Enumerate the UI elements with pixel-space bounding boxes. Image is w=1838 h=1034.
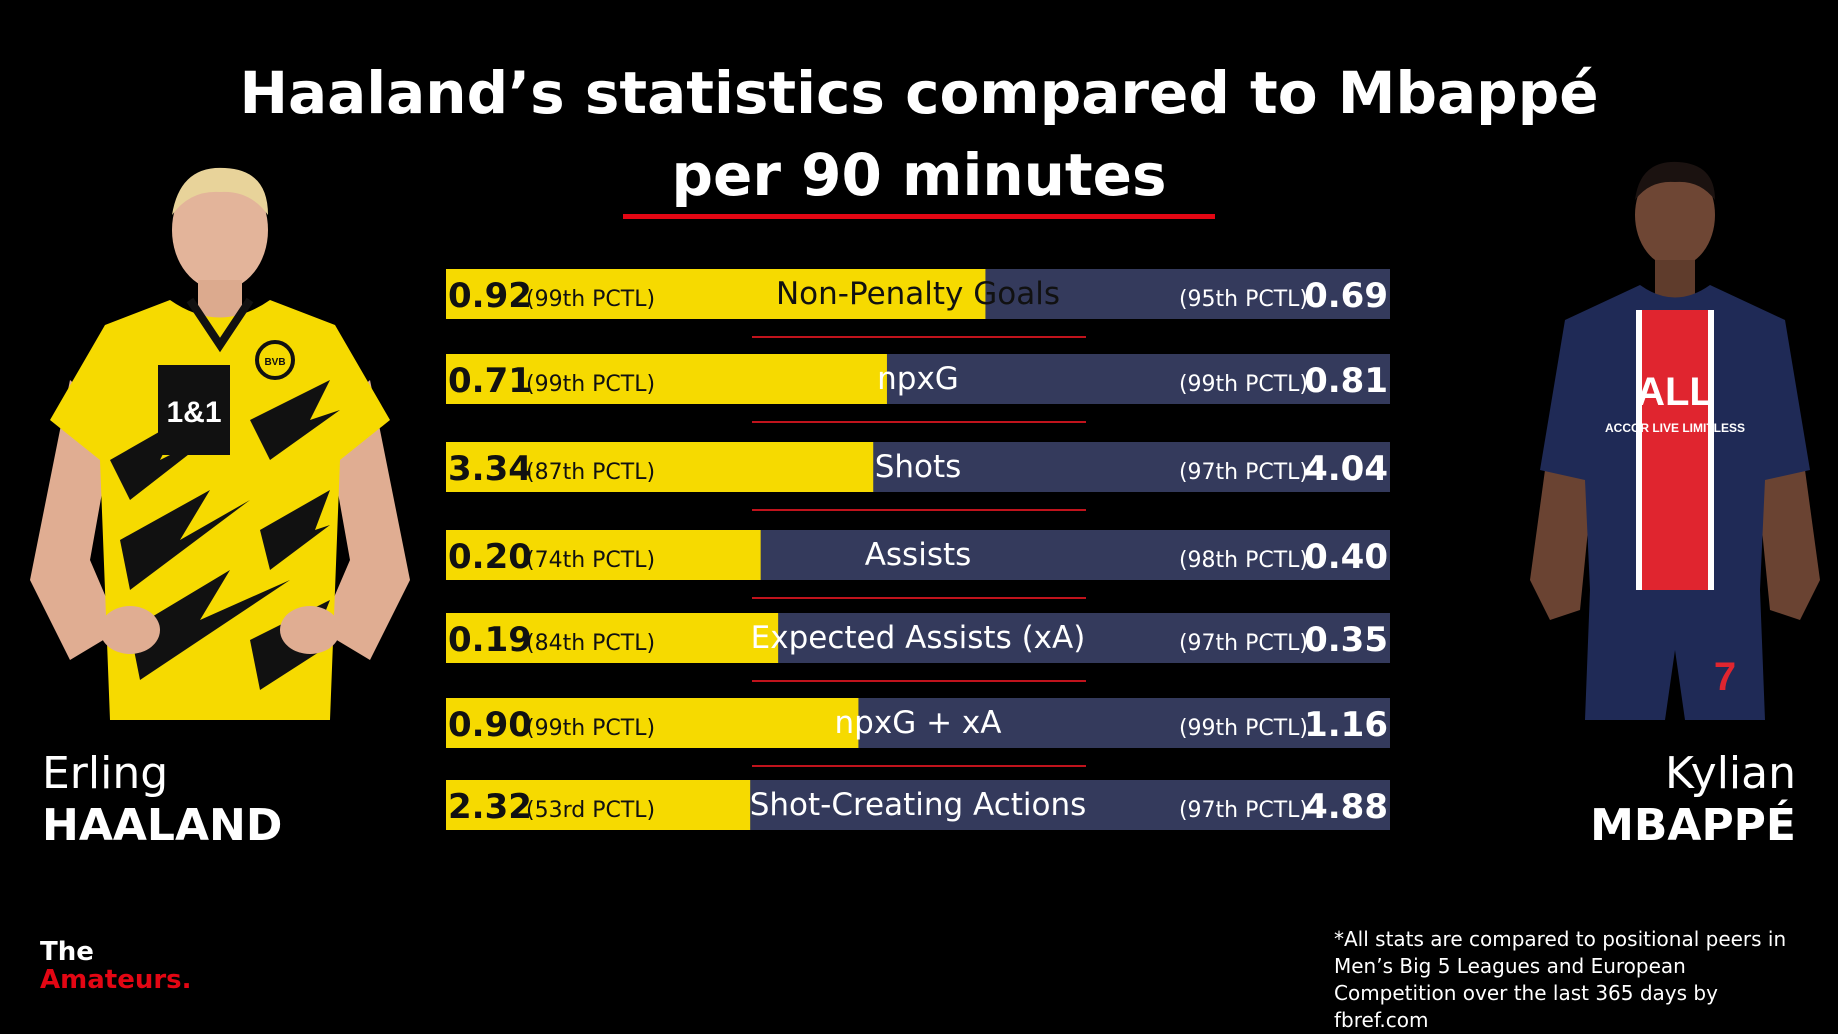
mbappe-value-label: 4.04 xyxy=(1304,449,1388,489)
chart-title: Haaland’s statistics compared to Mbappé … xyxy=(0,52,1838,216)
svg-text:1&1: 1&1 xyxy=(166,396,221,429)
logo-line-2: Amateurs. xyxy=(40,965,192,995)
mbappe-value-label: 0.35 xyxy=(1304,620,1388,660)
haaland-value-label: 0.19 xyxy=(448,620,532,660)
haaland-value-label: 3.34 xyxy=(448,449,532,489)
haaland-first-name: Erling xyxy=(42,748,169,799)
mbappe-photo: ALL ACCOR LIVE LIMITLESS 7 xyxy=(1510,160,1830,730)
mbappe-value-label: 0.81 xyxy=(1304,361,1388,401)
haaland-percentile-label: (84th PCTL) xyxy=(526,631,655,656)
haaland-percentile-label: (53rd PCTL) xyxy=(526,798,655,823)
svg-text:7: 7 xyxy=(1714,655,1736,699)
svg-text:ACCOR LIVE LIMITLESS: ACCOR LIVE LIMITLESS xyxy=(1605,421,1745,435)
mbappe-percentile-label: (99th PCTL) xyxy=(1179,716,1308,741)
mbappe-percentile-label: (99th PCTL) xyxy=(1179,372,1308,397)
haaland-percentile-label: (99th PCTL) xyxy=(526,716,655,741)
category-label: Shots xyxy=(875,449,962,485)
svg-text:ALL: ALL xyxy=(1636,370,1714,414)
title-line-2: per 90 minutes xyxy=(671,141,1167,209)
mbappe-last-name: MBAPPÉ xyxy=(1590,800,1796,851)
haaland-value-label: 0.71 xyxy=(448,361,532,401)
category-label: Shot-Creating Actions xyxy=(750,787,1087,823)
category-label: npxG xyxy=(877,361,959,397)
haaland-value-label: 0.20 xyxy=(448,537,532,577)
category-label: Assists xyxy=(865,537,972,573)
haaland-percentile-label: (99th PCTL) xyxy=(526,372,655,397)
mbappe-value-label: 4.88 xyxy=(1304,787,1388,827)
svg-text:BVB: BVB xyxy=(264,357,285,368)
haaland-percentile-label: (74th PCTL) xyxy=(526,548,655,573)
haaland-bar xyxy=(446,442,874,492)
mbappe-percentile-label: (98th PCTL) xyxy=(1179,548,1308,573)
title-underline xyxy=(623,214,1215,219)
haaland-bar xyxy=(446,530,761,580)
haaland-value-label: 2.32 xyxy=(448,787,532,827)
mbappe-percentile-label: (97th PCTL) xyxy=(1179,460,1308,485)
haaland-value-label: 0.92 xyxy=(448,276,532,316)
mbappe-value-label: 0.40 xyxy=(1304,537,1388,577)
title-line-1: Haaland’s statistics compared to Mbappé xyxy=(239,59,1599,127)
mbappe-percentile-label: (95th PCTL) xyxy=(1179,287,1308,312)
brand-logo: The Amateurs. xyxy=(40,938,192,994)
mbappe-first-name: Kylian xyxy=(1665,748,1796,799)
mbappe-percentile-label: (97th PCTL) xyxy=(1179,631,1308,656)
haaland-bar xyxy=(446,780,751,830)
category-label: npxG + xA xyxy=(835,705,1002,741)
haaland-value-label: 0.90 xyxy=(448,705,532,745)
haaland-last-name: HAALAND xyxy=(42,800,283,851)
haaland-bar xyxy=(446,613,779,663)
mbappe-value-label: 0.69 xyxy=(1304,276,1388,316)
mbappe-percentile-label: (97th PCTL) xyxy=(1179,798,1308,823)
haaland-bar xyxy=(446,354,887,404)
haaland-percentile-label: (87th PCTL) xyxy=(526,460,655,485)
logo-line-1: The xyxy=(40,937,94,967)
haaland-photo: 1&1 BVB xyxy=(10,160,430,730)
footnote: *All stats are compared to positional pe… xyxy=(1334,927,1787,1032)
haaland-bar xyxy=(446,269,986,319)
category-label: Non-Penalty Goals xyxy=(776,276,1060,312)
category-label: Expected Assists (xA) xyxy=(751,620,1086,656)
haaland-bar xyxy=(446,698,859,748)
haaland-percentile-label: (99th PCTL) xyxy=(526,287,655,312)
mbappe-value-label: 1.16 xyxy=(1304,705,1388,745)
